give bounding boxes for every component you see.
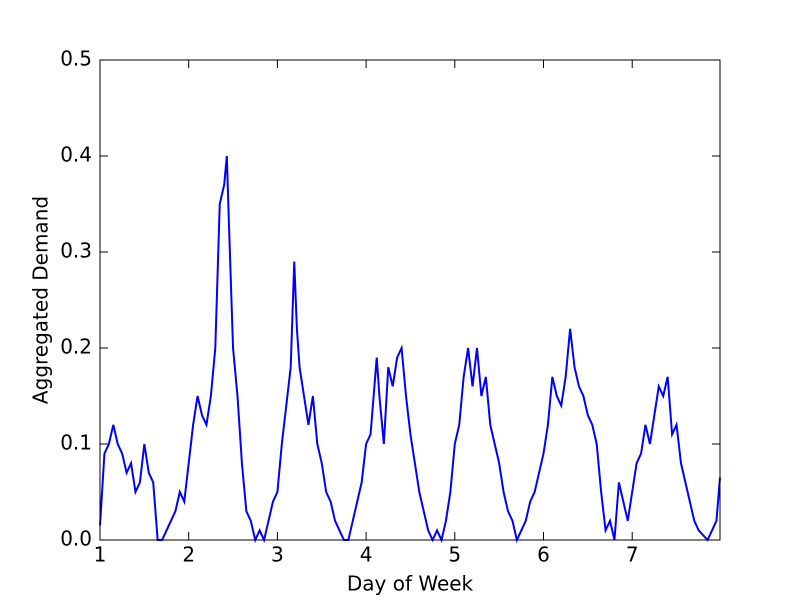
y-tick-label: 0.0 bbox=[60, 527, 92, 551]
data-line bbox=[99, 155, 721, 544]
x-tick-label: 2 bbox=[182, 543, 195, 567]
y-axis-label: Aggregated Demand bbox=[29, 196, 53, 404]
x-tick-label: 6 bbox=[537, 543, 550, 567]
x-axis-label: Day of Week bbox=[347, 572, 474, 596]
y-tick-label: 0.3 bbox=[60, 239, 92, 263]
y-tick-label: 0.4 bbox=[60, 143, 92, 167]
x-tick-label: 4 bbox=[360, 543, 373, 567]
plot-frame bbox=[99, 59, 721, 541]
y-tick-label: 0.5 bbox=[60, 47, 92, 71]
x-tick-label: 1 bbox=[94, 543, 107, 567]
x-tick-label: 3 bbox=[271, 543, 284, 567]
x-tick-label: 7 bbox=[626, 543, 639, 567]
y-tick-label: 0.1 bbox=[60, 431, 92, 455]
x-tick-label: 5 bbox=[448, 543, 461, 567]
y-tick-label: 0.2 bbox=[60, 335, 92, 359]
